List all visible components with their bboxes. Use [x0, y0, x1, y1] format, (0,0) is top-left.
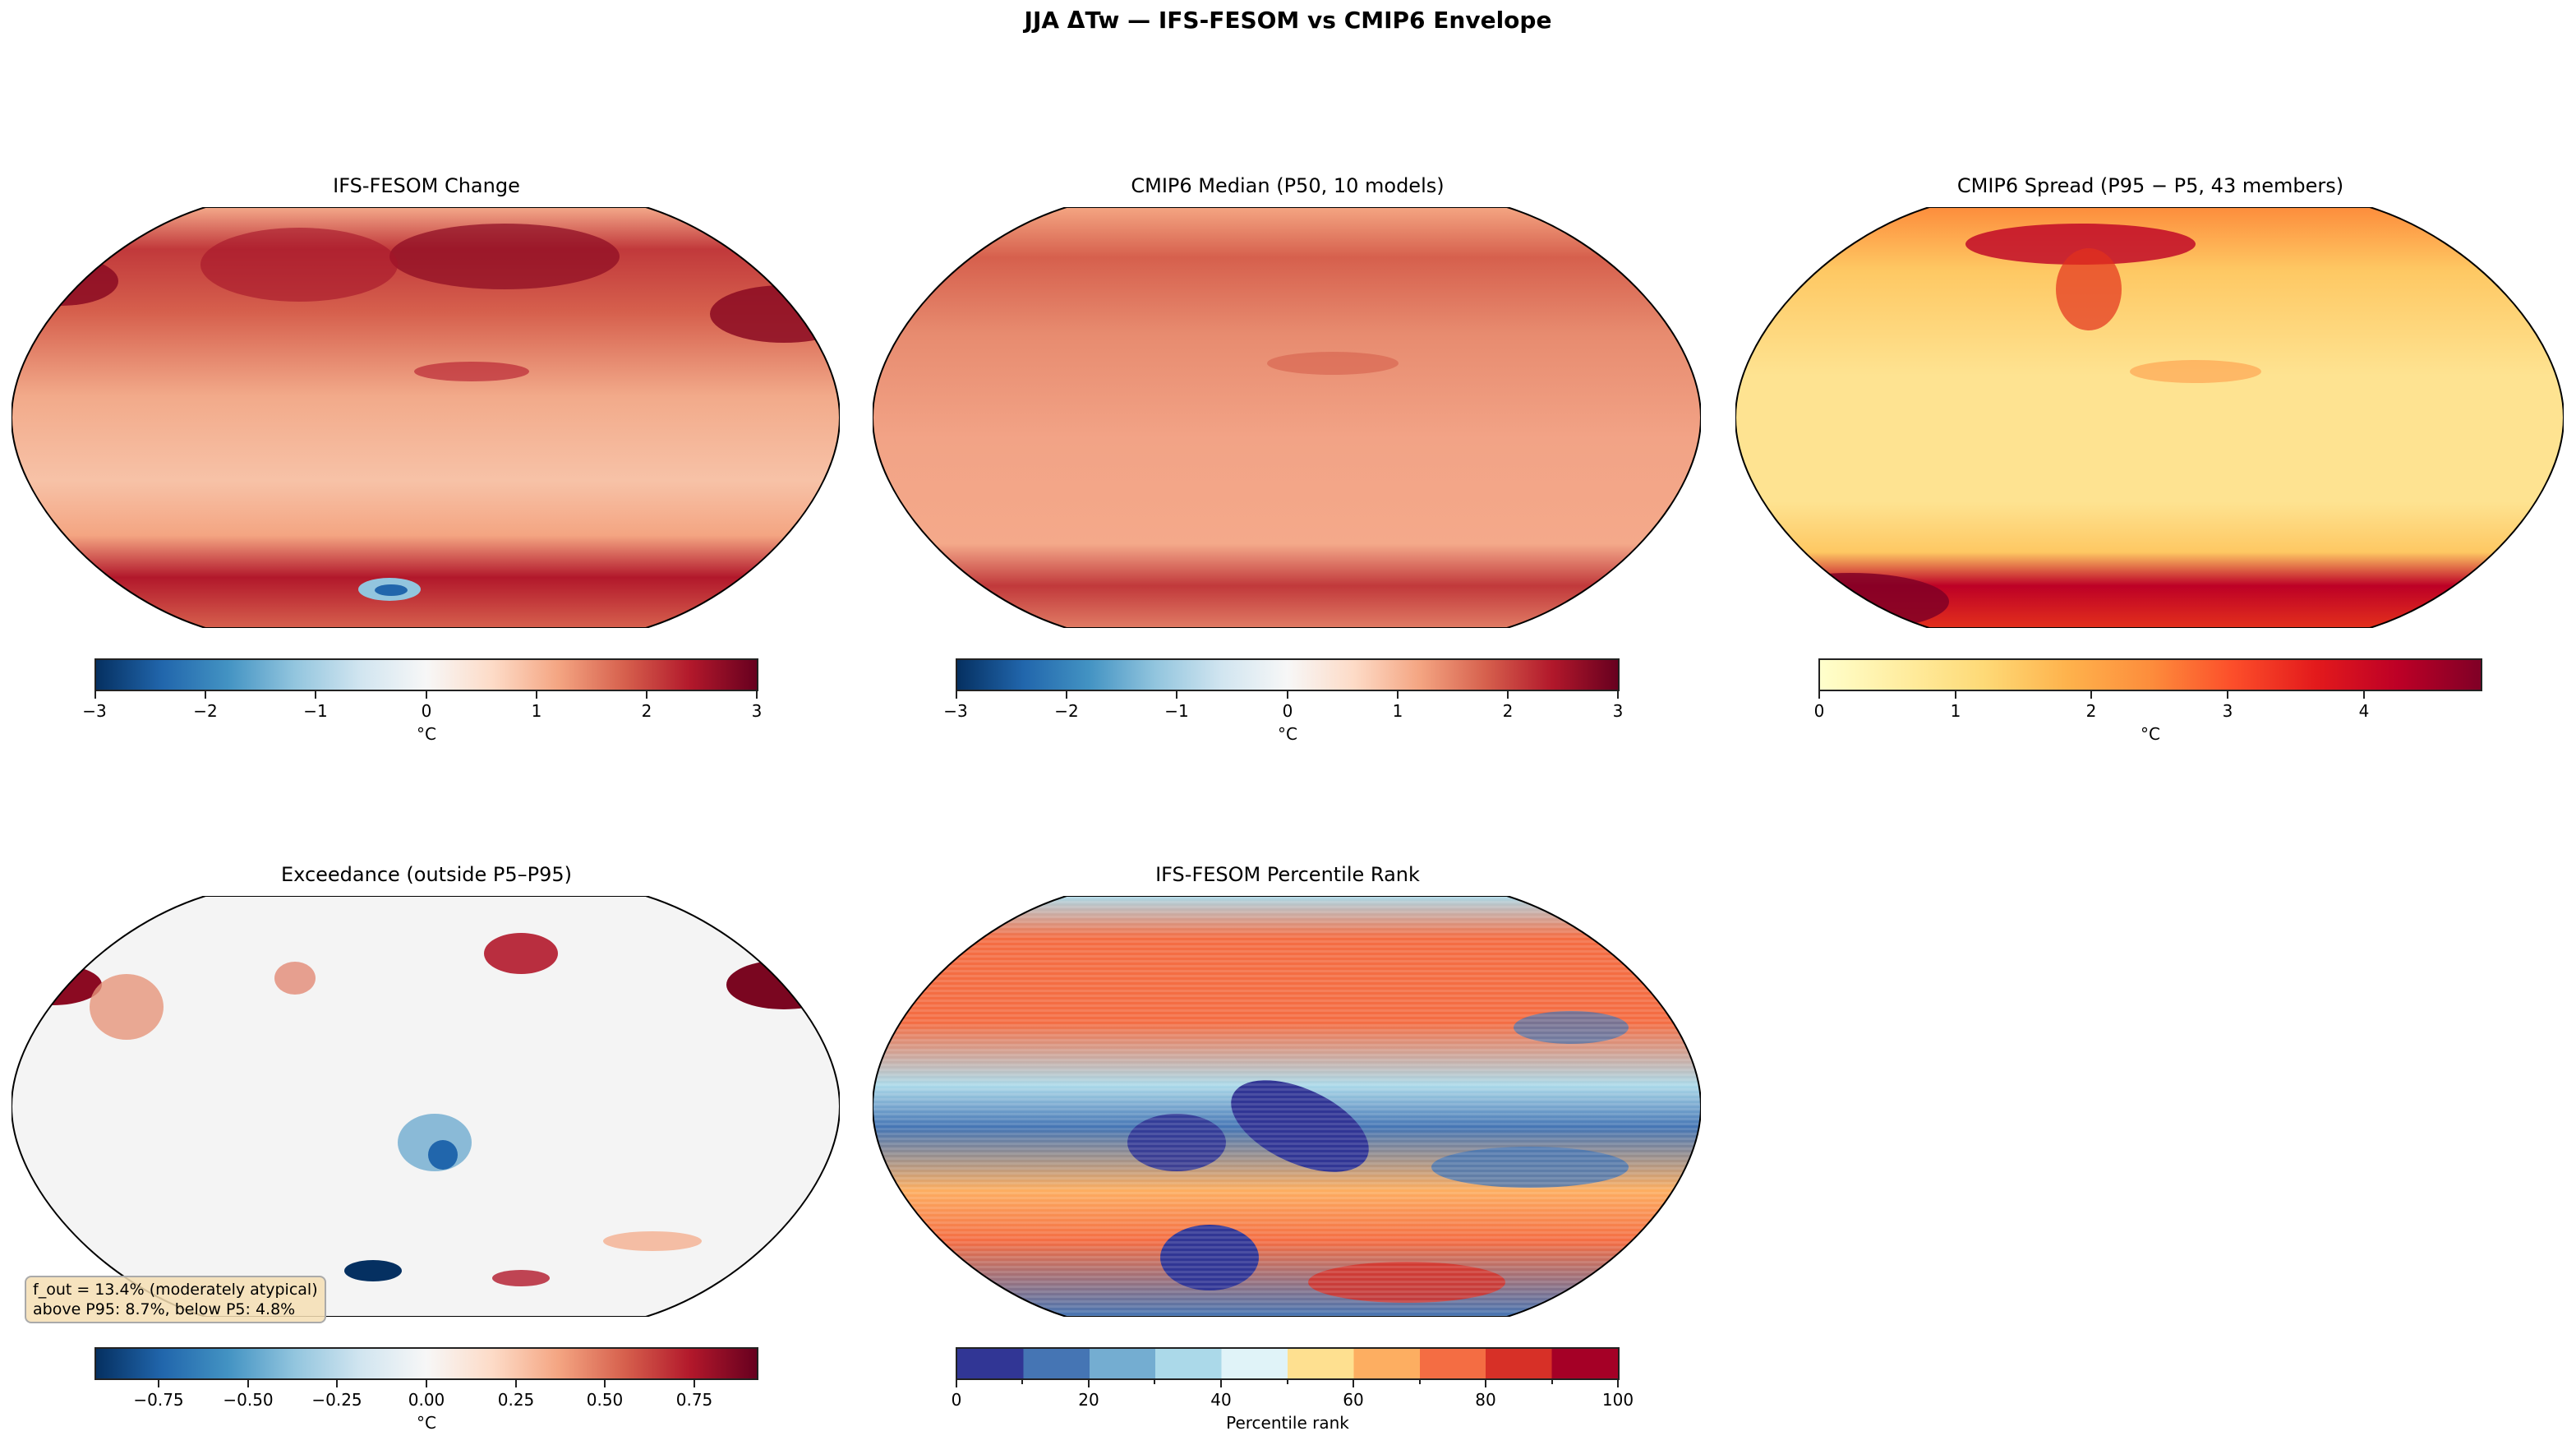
tick-label: 60: [1343, 1390, 1364, 1410]
panel-title: CMIP6 Spread (P95 − P5, 43 members): [1956, 174, 2344, 197]
tick-label: 0.25: [497, 1390, 535, 1410]
tick-label: 0.50: [586, 1390, 624, 1410]
colorbar-discrete-bins: [956, 1347, 1620, 1380]
map-cmip6-median: [873, 207, 1701, 628]
tick-label: 2: [1502, 701, 1514, 721]
tick-label: 1: [531, 701, 542, 721]
colorbar-gradient: [94, 1347, 758, 1380]
exceedance-annotation-box: f_out = 13.4% (moderately atypical) abov…: [25, 1276, 326, 1323]
tick-label: 100: [1601, 1390, 1634, 1410]
colorbar-label: Percentile rank: [1226, 1413, 1349, 1433]
tick-label: 2: [641, 701, 652, 721]
panel-title: Exceedance (outside P5–P95): [281, 863, 572, 886]
tick-label: 0: [1813, 701, 1825, 721]
tick-label: 1: [1950, 701, 1961, 721]
map-ifs-fesom-change: [12, 207, 840, 628]
tick-label: 20: [1078, 1390, 1099, 1410]
tick-label: 80: [1475, 1390, 1496, 1410]
annotation-line-1: f_out = 13.4% (moderately atypical): [33, 1281, 318, 1299]
figure-suptitle: JJA ΔTw — IFS-FESOM vs CMIP6 Envelope: [1024, 7, 1552, 34]
tick-label: 0.75: [675, 1390, 713, 1410]
map-percentile-rank: [873, 896, 1701, 1317]
tick-label: 0: [421, 701, 432, 721]
panel-title: IFS-FESOM Percentile Rank: [1155, 863, 1420, 886]
map-cmip6-spread: [1735, 207, 2564, 628]
tick-label: −0.25: [311, 1390, 362, 1410]
tick-label: −3: [82, 701, 107, 721]
tick-label: 0.00: [408, 1390, 445, 1410]
panel-title: CMIP6 Median (P50, 10 models): [1131, 174, 1445, 197]
tick-label: 0: [1282, 701, 1293, 721]
colorbar-label: °C: [417, 724, 436, 744]
annotation-line-2: above P95: 8.7%, below P5: 4.8%: [33, 1300, 296, 1318]
tick-label: 40: [1210, 1390, 1232, 1410]
colorbar-gradient: [1818, 658, 2482, 691]
tick-label: −2: [193, 701, 218, 721]
colorbar-gradient: [94, 658, 758, 691]
panel-title: IFS-FESOM Change: [333, 174, 520, 197]
tick-label: −1: [303, 701, 328, 721]
tick-label: −3: [943, 701, 968, 721]
colorbar-label: °C: [2141, 724, 2160, 744]
tick-label: 3: [2222, 701, 2233, 721]
colorbar-gradient: [956, 658, 1620, 691]
tick-label: 3: [751, 701, 763, 721]
colorbar-label: °C: [417, 1413, 436, 1433]
tick-label: 0: [951, 1390, 962, 1410]
tick-label: 2: [2085, 701, 2097, 721]
tick-label: 3: [1612, 701, 1624, 721]
tick-label: −2: [1054, 701, 1079, 721]
tick-label: 1: [1392, 701, 1403, 721]
tick-label: −1: [1164, 701, 1189, 721]
colorbar-label: °C: [1278, 724, 1297, 744]
tick-label: 4: [2358, 701, 2370, 721]
map-exceedance: [12, 896, 840, 1317]
tick-label: −0.75: [133, 1390, 184, 1410]
tick-label: −0.50: [223, 1390, 274, 1410]
